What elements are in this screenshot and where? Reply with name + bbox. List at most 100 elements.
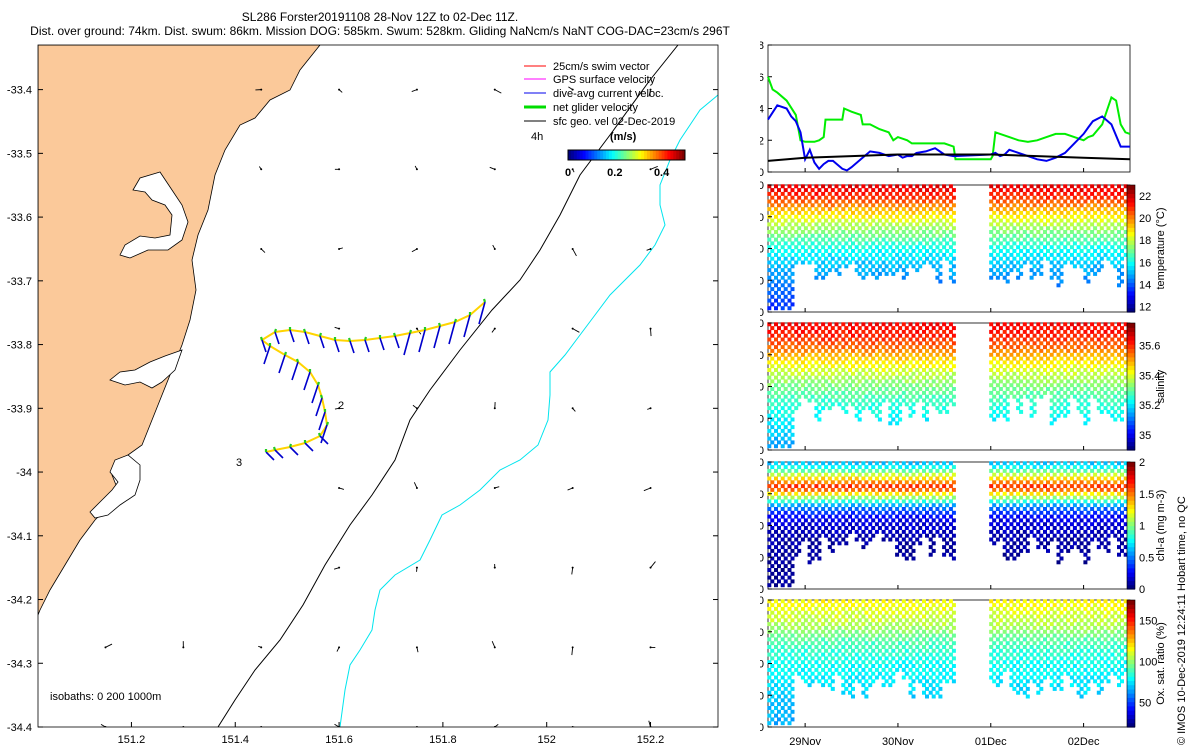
section-sample (1103, 537, 1108, 542)
section-sample (868, 652, 873, 657)
section-sample (780, 413, 785, 418)
section-sample (814, 245, 819, 250)
section-sample (1049, 230, 1054, 234)
section-sample (770, 241, 775, 246)
section-sample (1052, 387, 1057, 391)
section-sample (871, 633, 876, 638)
section-sample (1072, 487, 1077, 492)
section-sample (1120, 188, 1124, 193)
section-sample (824, 188, 829, 193)
section-sample (1090, 537, 1095, 542)
section-sample (904, 241, 909, 246)
section-sample (780, 352, 785, 357)
section-sample (821, 660, 826, 665)
section-sample (1059, 480, 1064, 485)
section-sample (881, 683, 886, 688)
section-sample (1005, 548, 1010, 553)
section-sample (797, 348, 802, 353)
section-sample (803, 603, 808, 608)
section-sample (891, 618, 896, 623)
section-sample (922, 375, 926, 380)
geo-vector-dot (415, 168, 418, 171)
section-sample (857, 409, 862, 414)
section-sample (901, 461, 906, 466)
section-sample (904, 203, 909, 208)
section-sample (891, 402, 896, 407)
section-sample (995, 237, 1000, 242)
section-sample (995, 252, 1000, 257)
section-sample (1016, 660, 1021, 665)
section-sample (1099, 188, 1104, 193)
section-sample (1099, 333, 1104, 338)
section-sample (915, 491, 920, 496)
section-sample (995, 214, 1000, 219)
section-sample (1072, 333, 1077, 338)
section-sample (1036, 375, 1041, 380)
section-sample (1110, 468, 1115, 473)
section-sample (989, 275, 994, 280)
section-sample (1059, 226, 1064, 231)
section-sample (884, 465, 889, 470)
section-sample (1079, 379, 1084, 384)
section-sample (1103, 222, 1108, 227)
section-sample (851, 503, 855, 508)
section-sample (1019, 641, 1024, 646)
section-sample (945, 226, 950, 231)
section-sample (995, 322, 1000, 327)
section-sample (928, 622, 933, 627)
section-sample (1016, 690, 1021, 695)
section-sample (807, 622, 812, 627)
section-sample (854, 390, 859, 395)
section-sample (874, 252, 879, 257)
section-sample (837, 195, 842, 200)
section-sample (881, 667, 886, 672)
section-sample (942, 629, 947, 634)
section-sample (774, 230, 778, 234)
section-sample (1019, 271, 1024, 276)
section-sample (891, 195, 896, 200)
section-sample (895, 645, 900, 649)
section-sample (1056, 537, 1061, 542)
section-sample (830, 510, 835, 515)
section-sample (1103, 345, 1108, 350)
section-sample (904, 603, 909, 608)
section-sample (827, 390, 832, 395)
section-sample (814, 499, 819, 504)
section-sample (904, 625, 909, 630)
section-sample (951, 256, 956, 261)
section-sample (844, 387, 849, 391)
section-sample (1056, 352, 1061, 357)
section-sample (948, 275, 953, 280)
section-sample (1113, 409, 1118, 414)
section-sample (827, 645, 832, 649)
section-sample (767, 713, 772, 718)
velocity-series-line (767, 76, 1131, 161)
section-sample (1012, 495, 1017, 500)
section-colorbar-label: chl-a (mg m-3) (1155, 490, 1167, 562)
section-sample (1093, 233, 1098, 238)
section-sample (1049, 383, 1054, 388)
section-sample (951, 188, 956, 193)
section-sample (895, 214, 900, 219)
section-sample (1025, 356, 1030, 361)
section-sample (834, 606, 839, 611)
section-colorbar-swatch (1127, 265, 1135, 271)
section-sample (851, 218, 855, 223)
section-sample (1090, 360, 1095, 365)
section-sample (1090, 522, 1095, 527)
section-sample (928, 260, 933, 265)
section-sample (817, 472, 822, 477)
section-sample (1022, 230, 1027, 234)
section-sample (1005, 633, 1010, 638)
section-sample (868, 207, 873, 212)
section-sample (888, 322, 893, 327)
section-sample (888, 268, 893, 273)
section-sample (931, 526, 936, 530)
section-sample (1032, 249, 1037, 253)
section-sample (1059, 210, 1064, 215)
section-sample (938, 402, 943, 407)
section-sample (1072, 326, 1077, 331)
section-sample (767, 252, 772, 257)
section-sample (827, 529, 832, 534)
section-sample (992, 371, 997, 376)
